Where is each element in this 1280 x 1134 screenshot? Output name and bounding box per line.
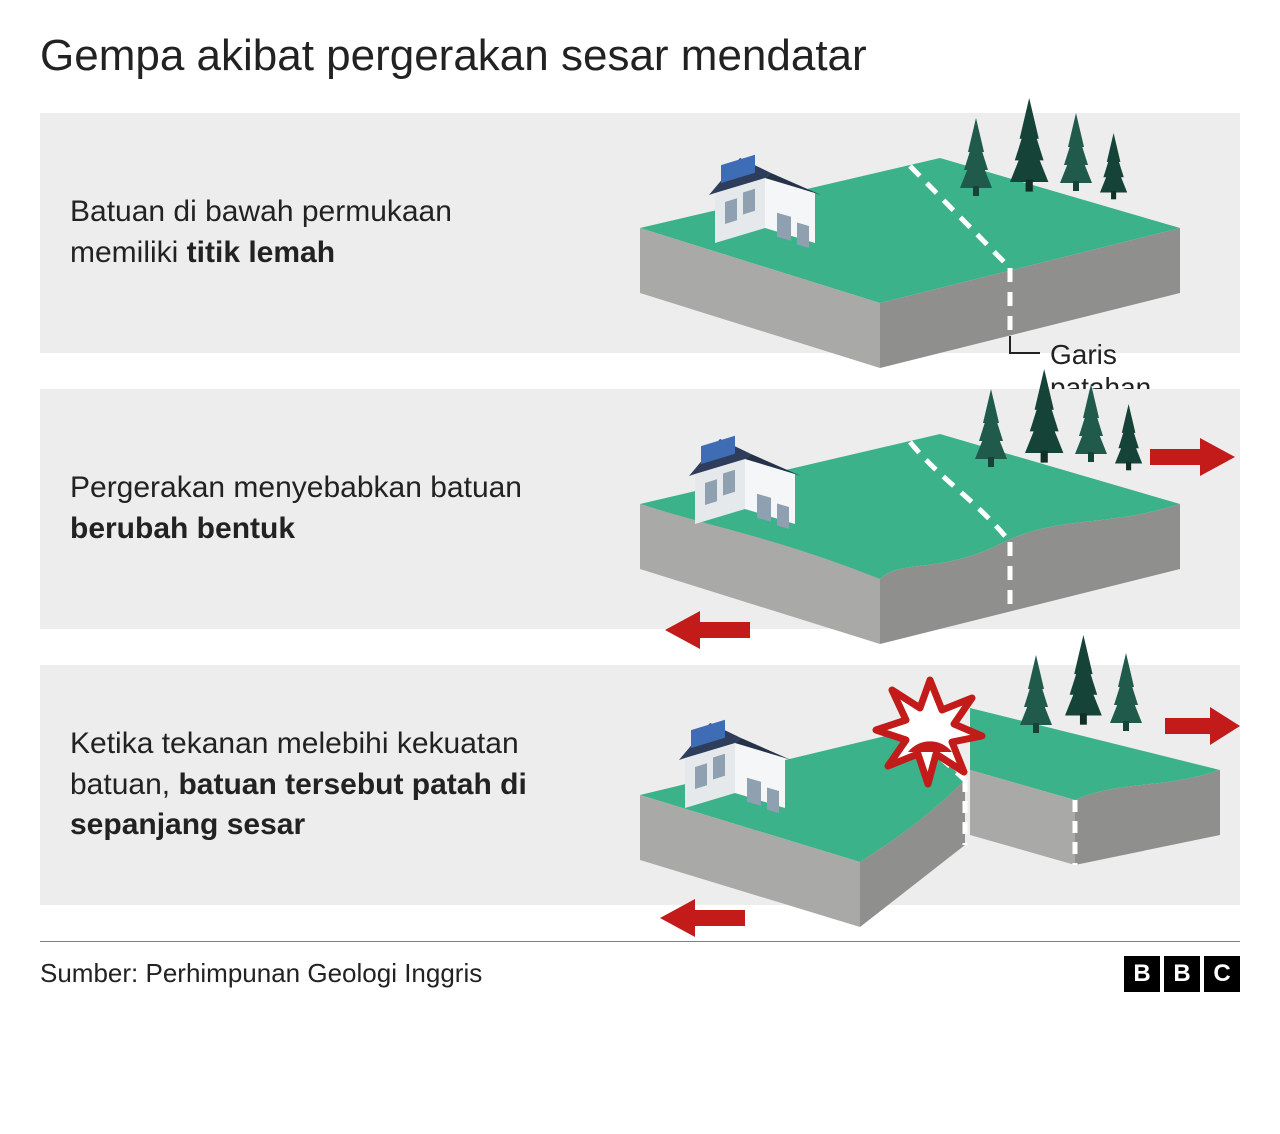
source-label: Sumber: Perhimpunan Geologi Inggris <box>40 958 482 989</box>
panel-2-diagram <box>580 389 1240 629</box>
arrow-left-icon <box>660 899 745 937</box>
panel-1: Batuan di bawah permukaan memiliki titik… <box>40 113 1240 353</box>
panel-1-diagram: Garis patahan <box>580 113 1240 353</box>
panel-1-text: Batuan di bawah permukaan memiliki titik… <box>40 164 580 301</box>
panel-3: Ketika tekanan melebihi kekuatan batuan,… <box>40 665 1240 905</box>
bbc-logo-icon: B B C <box>1124 956 1240 992</box>
panel-3-text: Ketika tekanan melebihi kekuatan batuan,… <box>40 696 580 874</box>
arrow-right-icon <box>1150 438 1235 476</box>
panel-2: Pergerakan menyebabkan batuan berubah be… <box>40 389 1240 629</box>
arrow-right-icon <box>1165 707 1240 745</box>
panel-3-diagram <box>580 665 1240 905</box>
panel-2-text: Pergerakan menyebabkan batuan berubah be… <box>40 440 580 577</box>
footer: Sumber: Perhimpunan Geologi Inggris B B … <box>40 941 1240 992</box>
